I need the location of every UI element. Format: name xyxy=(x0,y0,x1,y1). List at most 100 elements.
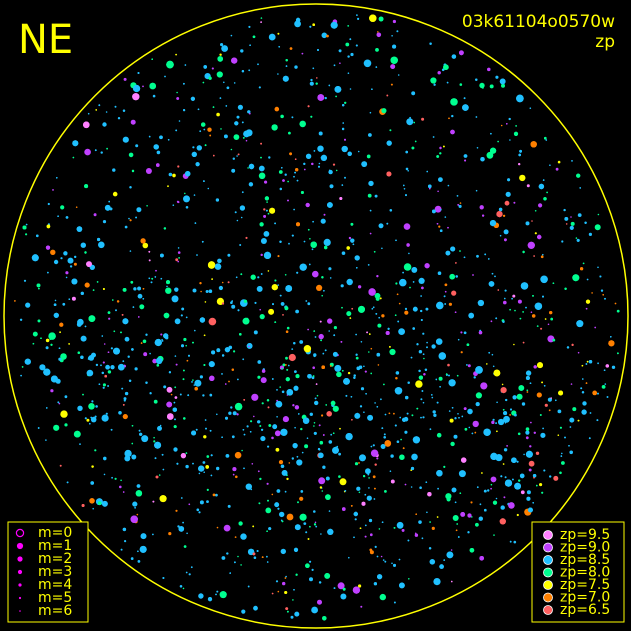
star xyxy=(260,436,266,442)
star xyxy=(160,253,164,258)
star xyxy=(184,64,187,66)
star xyxy=(475,116,478,118)
star xyxy=(364,524,367,527)
star xyxy=(460,331,463,334)
star xyxy=(323,238,331,246)
star xyxy=(342,122,345,124)
star xyxy=(185,452,188,454)
magnitude-label: m=3 xyxy=(38,564,72,580)
star xyxy=(309,412,313,416)
star xyxy=(279,294,282,297)
star xyxy=(552,338,556,342)
star xyxy=(334,86,342,93)
star xyxy=(156,163,160,167)
star xyxy=(46,224,51,229)
star xyxy=(237,555,239,558)
star xyxy=(206,500,209,503)
star xyxy=(499,518,506,525)
star xyxy=(495,317,498,320)
star xyxy=(502,320,505,323)
star xyxy=(212,106,215,108)
star xyxy=(436,301,444,310)
star xyxy=(195,162,200,167)
star xyxy=(111,476,113,479)
star xyxy=(80,291,84,295)
star xyxy=(253,330,258,335)
star xyxy=(393,563,396,567)
star xyxy=(282,179,285,182)
star xyxy=(148,259,151,262)
star xyxy=(316,284,323,291)
magnitude-symbol xyxy=(16,542,24,550)
star xyxy=(359,405,363,408)
star xyxy=(251,393,259,401)
star xyxy=(320,154,327,161)
star xyxy=(333,64,336,67)
star xyxy=(328,440,333,444)
star xyxy=(390,479,395,484)
star xyxy=(25,233,28,236)
star xyxy=(102,361,105,364)
star xyxy=(588,437,591,440)
star xyxy=(322,616,327,621)
star xyxy=(414,140,417,143)
star xyxy=(269,207,276,214)
star xyxy=(285,607,289,610)
star xyxy=(202,394,205,397)
star xyxy=(325,476,330,481)
star xyxy=(504,238,507,242)
star xyxy=(115,309,117,312)
star xyxy=(569,225,574,230)
star xyxy=(196,508,200,512)
star xyxy=(332,446,339,454)
star xyxy=(373,582,377,586)
star xyxy=(410,486,413,488)
star xyxy=(339,62,341,64)
star xyxy=(130,119,136,125)
star xyxy=(505,398,508,402)
zp-label: zp=8.0 xyxy=(560,565,610,581)
star xyxy=(585,299,591,304)
star xyxy=(215,493,218,497)
star xyxy=(594,224,601,231)
star xyxy=(437,190,439,193)
star xyxy=(177,260,179,263)
star xyxy=(183,337,187,342)
star xyxy=(420,295,422,297)
star xyxy=(616,309,620,313)
star xyxy=(43,368,51,376)
star xyxy=(145,381,148,384)
star xyxy=(74,255,77,258)
star xyxy=(450,98,458,106)
star xyxy=(479,556,485,561)
star xyxy=(54,299,57,302)
star xyxy=(395,377,398,380)
star xyxy=(274,321,277,323)
star xyxy=(584,221,587,224)
star xyxy=(341,184,344,186)
star xyxy=(428,547,432,550)
star xyxy=(148,277,151,280)
star xyxy=(516,513,519,517)
star xyxy=(557,160,561,164)
star xyxy=(502,463,505,465)
star xyxy=(209,375,215,381)
star xyxy=(161,338,163,341)
star xyxy=(293,547,299,553)
star xyxy=(395,282,398,285)
star xyxy=(98,383,101,386)
star xyxy=(374,402,376,404)
star xyxy=(424,263,430,269)
star xyxy=(522,311,524,313)
star xyxy=(460,351,463,354)
star xyxy=(259,314,265,320)
star xyxy=(560,455,563,457)
star xyxy=(367,264,370,266)
star xyxy=(550,317,553,321)
star xyxy=(500,387,507,394)
star xyxy=(326,34,329,38)
star xyxy=(381,521,384,523)
star xyxy=(183,369,185,372)
star xyxy=(134,507,136,509)
star xyxy=(525,376,530,380)
